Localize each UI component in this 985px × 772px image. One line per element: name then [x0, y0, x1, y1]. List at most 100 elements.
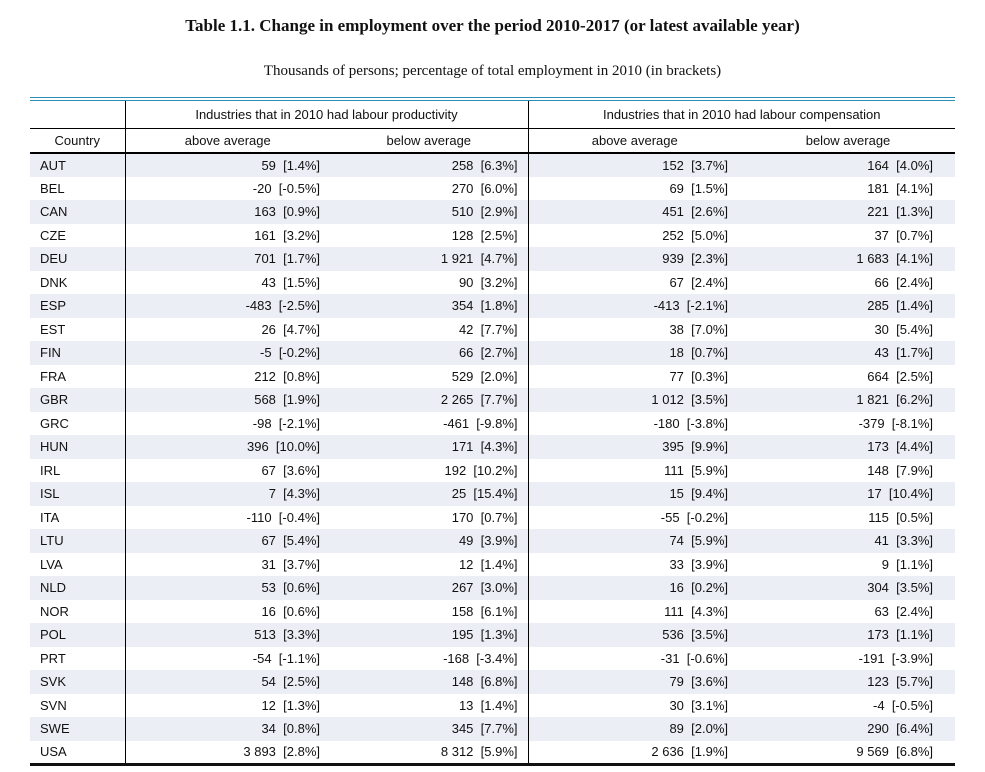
value-cell: 89 [2.0%] — [527, 717, 741, 741]
value-cell: 115 [0.5%] — [868, 509, 933, 525]
table-row: BEL -20 [-0.5%] 270 [6.0%] 69 [1.5%] 181 [4.… — [30, 176, 955, 200]
value-cell: 285 [1.4%] — [741, 294, 955, 318]
group-header-labour-compensation: Industries that in 2010 had labour compe… — [527, 99, 955, 129]
value-cell: 74 [5.9%] — [527, 529, 741, 553]
country-cell: BEL — [40, 180, 65, 196]
value-cell: 17 [10.4%] — [741, 482, 955, 506]
value-cell: 664 [2.5%] — [867, 368, 933, 384]
employment-table: Industries that in 2010 had labour produ… — [30, 97, 955, 766]
country-cell: CZE — [40, 227, 66, 243]
value-cell: 161 [3.2%] — [124, 223, 330, 247]
country-cell: DEU — [30, 247, 125, 271]
value-cell: 536 [3.5%] — [527, 623, 741, 647]
country-cell: AUT — [30, 153, 125, 177]
value-cell: 30 [5.4%] — [874, 321, 933, 337]
value-cell: 90 [3.2%] — [458, 274, 518, 290]
table-row: SWE 34 [0.8%] 345 [7.7%] 89 [2.0%] 290 [6.4%… — [30, 717, 955, 741]
value-cell: 16 [0.2%] — [527, 576, 741, 600]
column-header-productivity-above-average: above average — [124, 128, 330, 154]
value-cell: 2 636 [1.9%] — [527, 740, 741, 764]
country-cell: HUN — [30, 435, 125, 459]
value-cell: 152 [3.7%] — [527, 153, 741, 177]
value-cell: 43 [1.7%] — [741, 341, 955, 365]
table-row: DEU 701 [1.7%] 1 921 [4.7%] 939 [2.3%] 1 683… — [30, 247, 955, 271]
value-cell: 252 [5.0%] — [527, 223, 741, 247]
value-cell: 451 [2.6%] — [527, 200, 741, 224]
value-cell: 59 [1.4%] — [124, 153, 330, 177]
value-cell: 148 [7.9%] — [867, 462, 933, 478]
value-cell: 2 265 [7.7%] — [330, 388, 528, 412]
value-cell: 148 [6.8%] — [330, 670, 528, 694]
value-cell: 66 [2.7%] — [330, 341, 528, 365]
value-cell: 173 [1.1%] — [741, 623, 955, 647]
table-row: SVK 54 [2.5%] 148 [6.8%] 79 [3.6%] 123 [5.7%… — [30, 670, 955, 694]
value-cell: 290 [6.4%] — [741, 717, 955, 741]
value-cell: 701 [1.7%] — [124, 247, 330, 271]
table-row: HUN 396 [10.0%] 171 [4.3%] 395 [9.9%] 173 [4… — [30, 435, 955, 459]
value-cell: 354 [1.8%] — [330, 294, 528, 318]
value-cell: 396 [10.0%] — [124, 435, 330, 459]
value-cell: -461 [-9.8%] — [443, 415, 518, 431]
value-cell: 1 683 [4.1%] — [741, 247, 955, 271]
country-cell: SVN — [40, 697, 67, 713]
table-row: SVN 12 [1.3%] 13 [1.4%] 30 [3.1%] -4 [-0.5%] — [30, 693, 955, 717]
value-cell: 158 [6.1%] — [451, 603, 518, 619]
value-cell: 63 [2.4%] — [874, 603, 933, 619]
value-cell: 33 [3.9%] — [527, 552, 741, 576]
value-cell: -4 [-0.5%] — [873, 697, 933, 713]
value-cell: 8 312 [5.9%] — [440, 744, 518, 759]
table-row: NOR 16 [0.6%] 158 [6.1%] 111 [4.3%] 63 [2.4%… — [30, 599, 955, 623]
country-cell: POL — [30, 623, 125, 647]
table-row: GBR 568 [1.9%] 2 265 [7.7%] 1 012 [3.5%] 1 8… — [30, 388, 955, 412]
country-cell: NOR — [40, 603, 69, 619]
country-cell: EST — [40, 321, 66, 337]
value-cell: -191 [-3.9%] — [858, 650, 933, 666]
table-row: PRT -54 [-1.1%] -168 [-3.4%] -31 [-0.6%] -19… — [30, 646, 955, 670]
value-cell: 173 [4.4%] — [741, 435, 955, 459]
value-cell: 111 [4.3%] — [527, 599, 741, 623]
value-cell: 164 [4.0%] — [741, 153, 955, 177]
column-header-compensation-below-average: below average — [741, 128, 955, 154]
country-cell: GBR — [30, 388, 125, 412]
value-cell: 77 [0.3%] — [527, 364, 741, 388]
country-cell: SVK — [30, 670, 125, 694]
table-row: CZE 161 [3.2%] 128 [2.5%] 252 [5.0%] 37 [0.7… — [30, 223, 955, 247]
value-cell: 510 [2.9%] — [330, 200, 528, 224]
column-header-productivity-below-average: below average — [330, 128, 528, 154]
value-cell: 195 [1.3%] — [330, 623, 528, 647]
value-cell: 181 [4.1%] — [867, 180, 933, 196]
value-cell: 53 [0.6%] — [124, 576, 330, 600]
value-cell: -5 [-0.2%] — [124, 341, 330, 365]
table-row: EST 26 [4.7%] 42 [7.7%] 38 [7.0%] 30 [5.4%] — [30, 317, 955, 341]
value-cell: 192 [10.2%] — [444, 462, 518, 478]
value-cell: 529 [2.0%] — [451, 368, 518, 384]
value-cell: 49 [3.9%] — [330, 529, 528, 553]
value-cell: 123 [5.7%] — [741, 670, 955, 694]
value-cell: -110 [-0.4%] — [124, 505, 330, 529]
value-cell: 79 [3.6%] — [527, 670, 741, 694]
value-cell: 258 [6.3%] — [330, 153, 528, 177]
value-cell: 66 [2.4%] — [874, 274, 933, 290]
table-row: FIN -5 [-0.2%] 66 [2.7%] 18 [0.7%] 43 [1.7%] — [30, 341, 955, 365]
table-row: CAN 163 [0.9%] 510 [2.9%] 451 [2.6%] 221 [1.… — [30, 200, 955, 224]
group-header-row: Industries that in 2010 had labour produ… — [30, 99, 955, 129]
value-cell: 18 [0.7%] — [527, 341, 741, 365]
value-cell: 163 [0.9%] — [124, 200, 330, 224]
value-cell: -98 [-2.1%] — [124, 411, 330, 435]
value-cell: 304 [3.5%] — [741, 576, 955, 600]
value-cell: 15 [9.4%] — [527, 482, 741, 506]
value-cell: 12 [1.3%] — [124, 693, 330, 717]
value-cell: 267 [3.0%] — [330, 576, 528, 600]
country-cell: CAN — [30, 200, 125, 224]
country-cell: GRC — [40, 415, 69, 431]
table-row: NLD 53 [0.6%] 267 [3.0%] 16 [0.2%] 304 [3.5%… — [30, 576, 955, 600]
value-cell: 13 [1.4%] — [458, 697, 518, 713]
table-row: POL 513 [3.3%] 195 [1.3%] 536 [3.5%] 173 [1.… — [30, 623, 955, 647]
value-cell: 9 [1.1%] — [881, 556, 933, 572]
value-cell: 111 [5.9%] — [527, 458, 741, 482]
value-cell: 170 [0.7%] — [451, 509, 518, 525]
value-cell: -20 [-0.5%] — [124, 176, 330, 200]
value-cell: 30 [3.1%] — [527, 693, 741, 717]
value-cell: -168 [-3.4%] — [443, 650, 518, 666]
table-row: DNK 43 [1.5%] 90 [3.2%] 67 [2.4%] 66 [2.4%] — [30, 270, 955, 294]
